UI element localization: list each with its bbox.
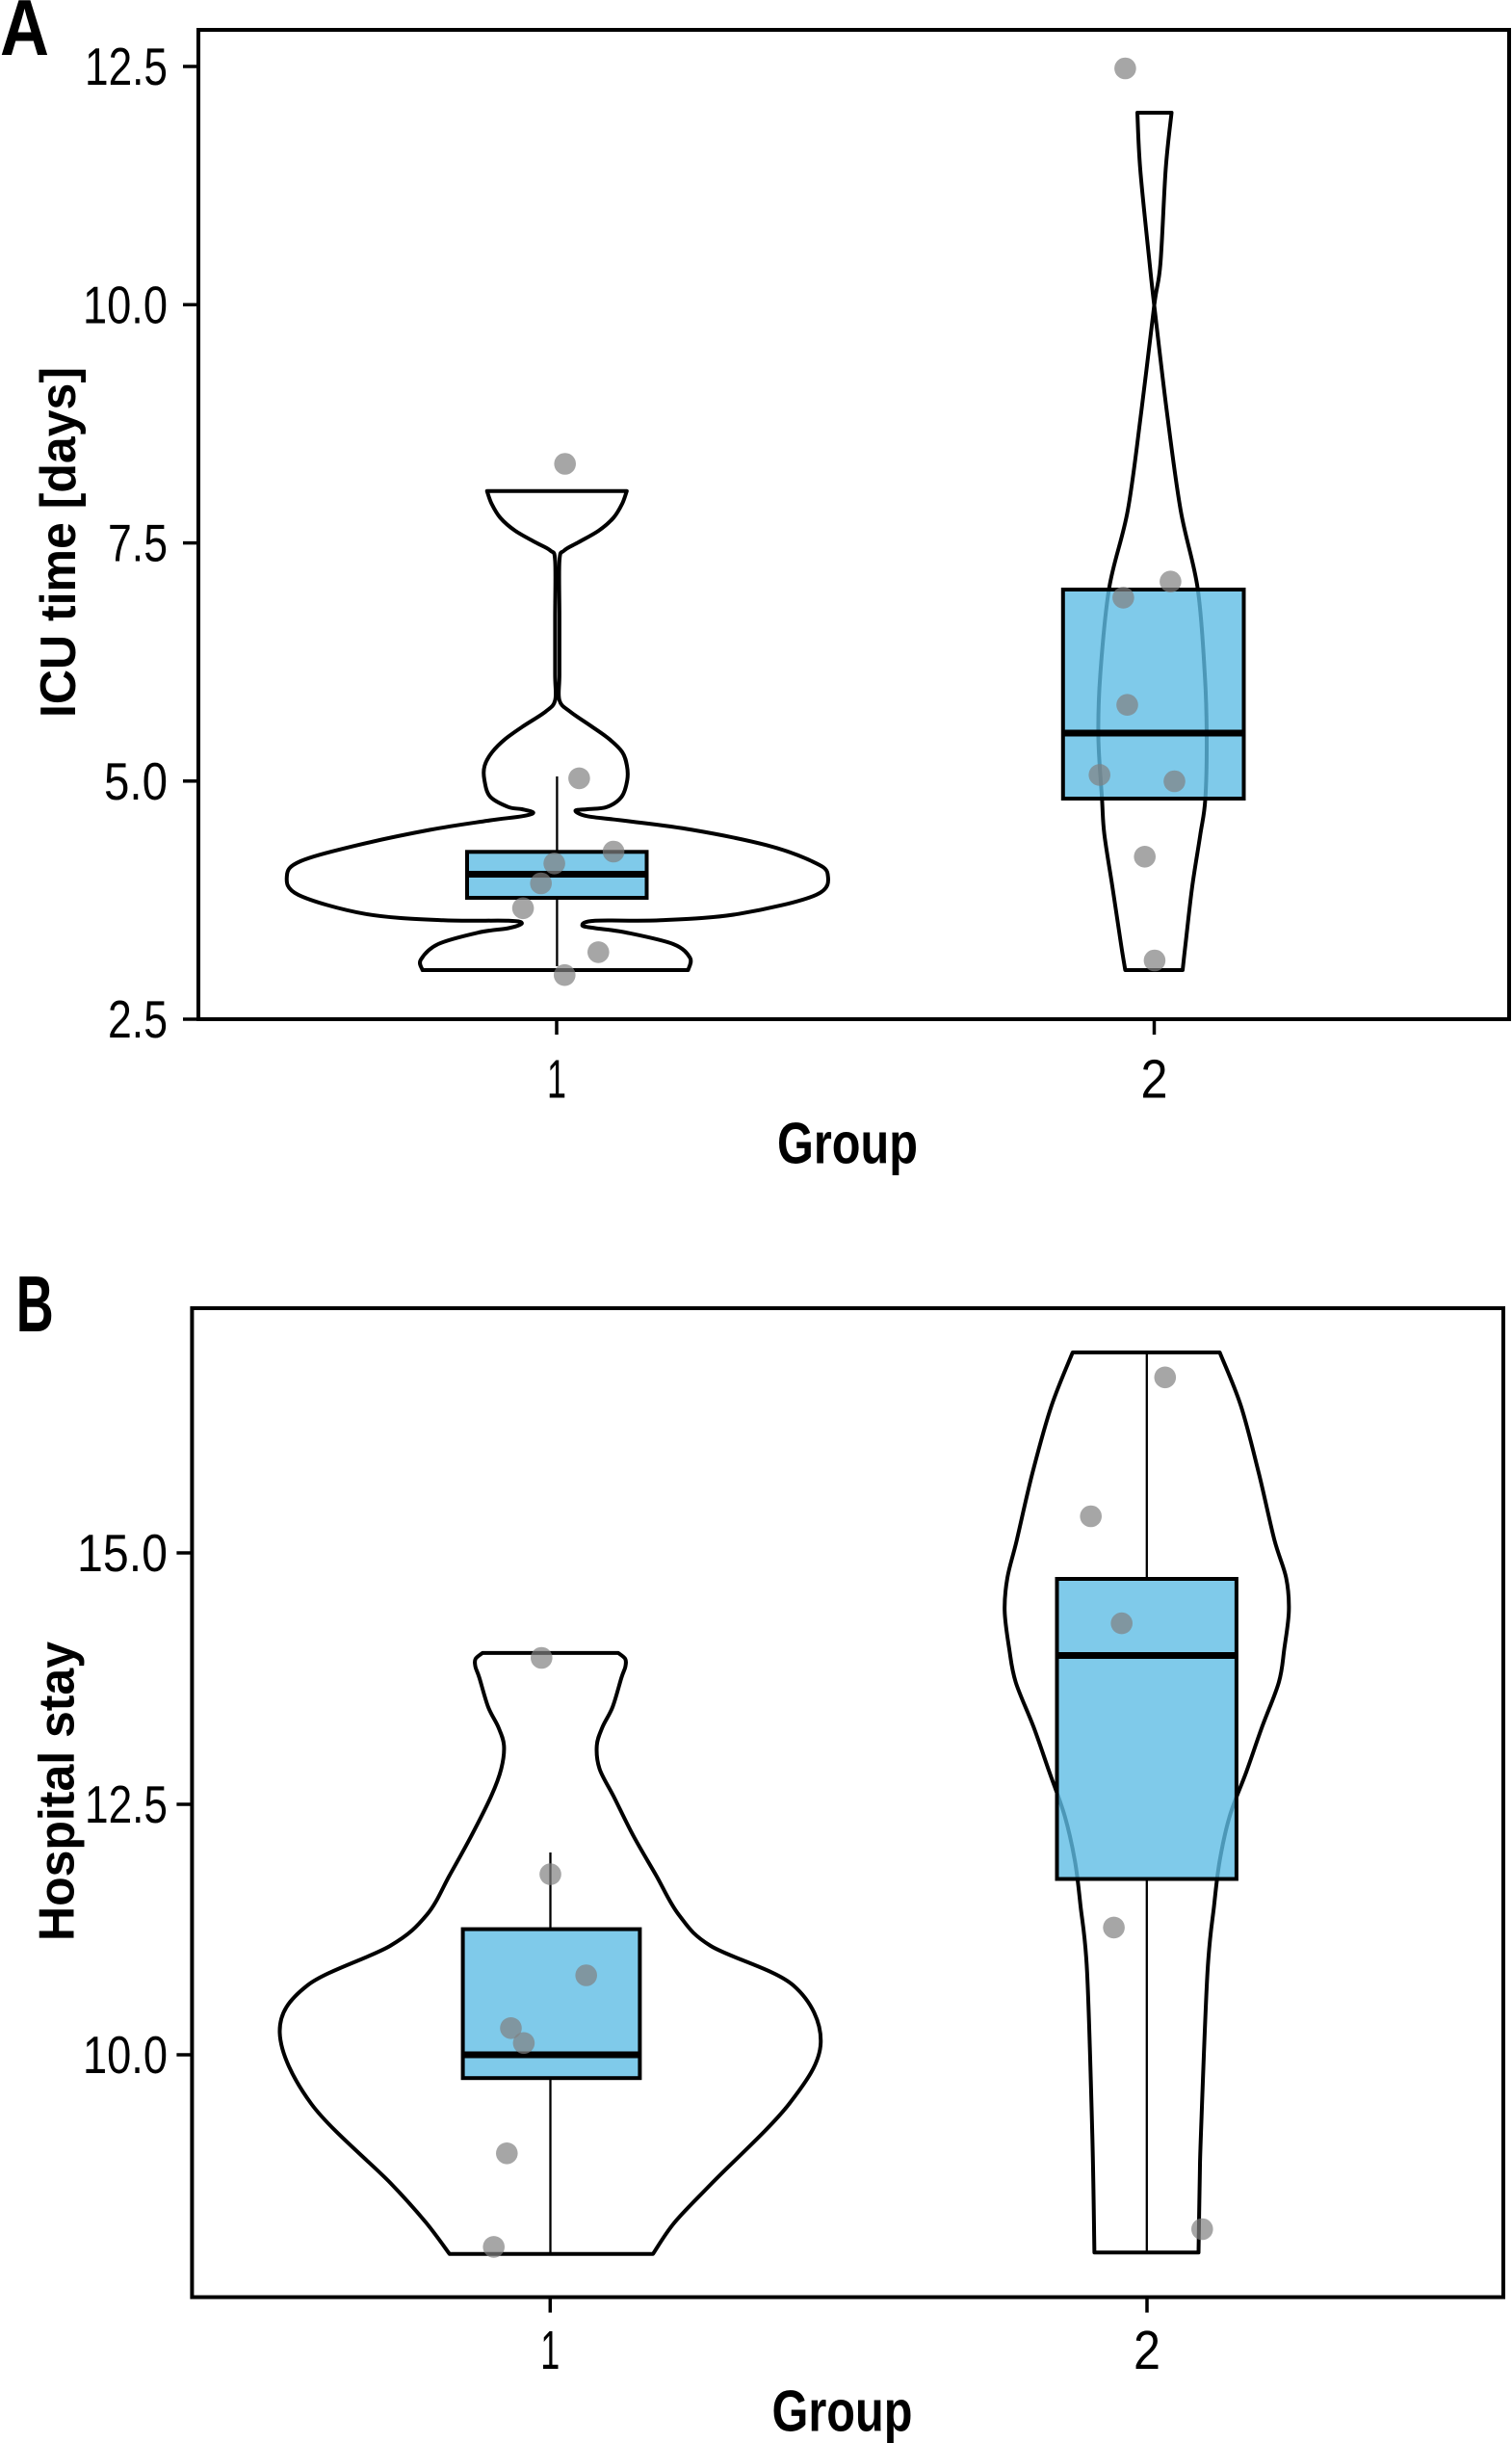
svg-text:Group: Group xyxy=(772,2379,913,2443)
svg-text:B: B xyxy=(16,1259,54,1349)
svg-text:2: 2 xyxy=(1141,1049,1168,1111)
svg-text:A: A xyxy=(0,0,49,72)
svg-text:7.5: 7.5 xyxy=(108,513,168,573)
svg-text:Hospital stay: Hospital stay xyxy=(30,1642,86,1941)
svg-text:Group: Group xyxy=(777,1112,918,1176)
svg-text:2: 2 xyxy=(1134,2320,1160,2381)
svg-text:5.0: 5.0 xyxy=(104,751,168,811)
svg-text:1: 1 xyxy=(540,2320,560,2381)
svg-text:1: 1 xyxy=(547,1049,566,1111)
svg-text:ICU time [days]: ICU time [days] xyxy=(31,367,87,718)
svg-text:2.5: 2.5 xyxy=(108,989,168,1049)
svg-text:15.0: 15.0 xyxy=(77,1523,168,1583)
svg-text:10.0: 10.0 xyxy=(83,2025,168,2085)
svg-text:10.0: 10.0 xyxy=(83,275,168,334)
svg-text:12.5: 12.5 xyxy=(85,1774,168,1834)
svg-text:12.5: 12.5 xyxy=(85,37,168,96)
